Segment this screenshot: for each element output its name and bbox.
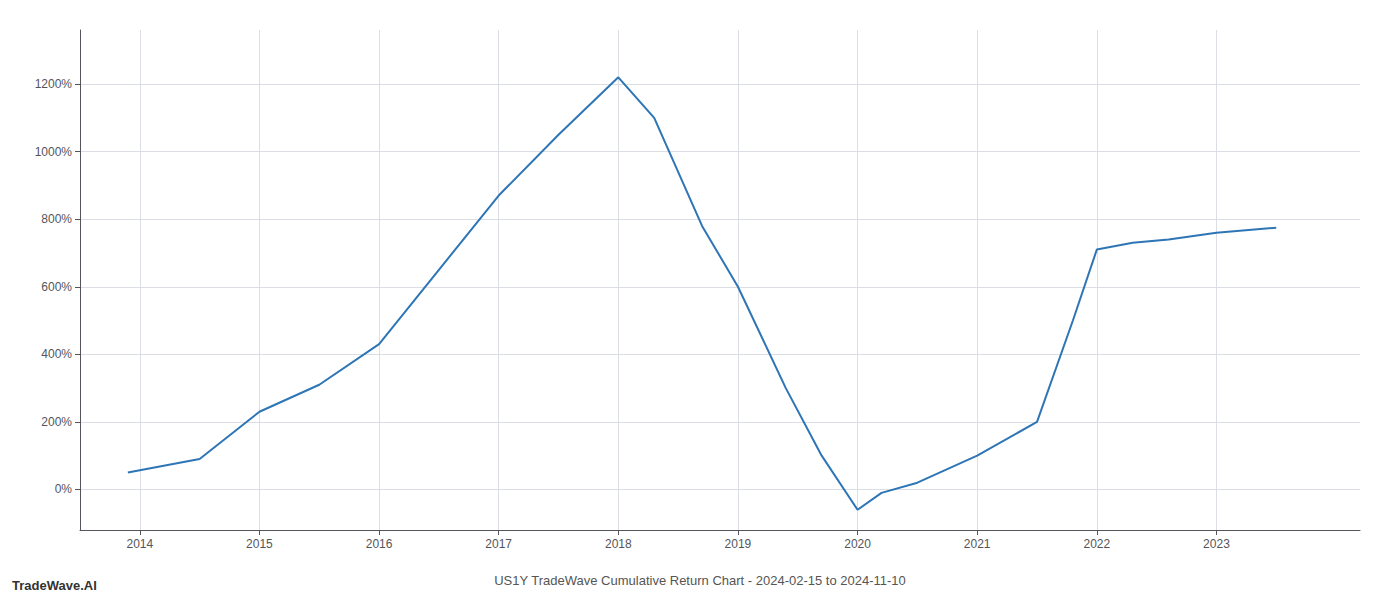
svg-text:TradeWave.AI: TradeWave.AI: [12, 578, 97, 593]
svg-text:1000%: 1000%: [35, 145, 73, 159]
svg-text:2018: 2018: [605, 537, 632, 551]
svg-text:2019: 2019: [725, 537, 752, 551]
svg-text:2022: 2022: [1083, 537, 1110, 551]
svg-text:400%: 400%: [41, 347, 72, 361]
svg-text:1200%: 1200%: [35, 77, 73, 91]
svg-text:200%: 200%: [41, 415, 72, 429]
svg-text:2015: 2015: [246, 537, 273, 551]
svg-text:0%: 0%: [55, 482, 73, 496]
svg-text:2023: 2023: [1203, 537, 1230, 551]
svg-text:US1Y TradeWave Cumulative Retu: US1Y TradeWave Cumulative Return Chart -…: [494, 573, 906, 588]
svg-text:2020: 2020: [844, 537, 871, 551]
svg-text:800%: 800%: [41, 212, 72, 226]
svg-text:600%: 600%: [41, 280, 72, 294]
svg-text:2014: 2014: [126, 537, 153, 551]
svg-text:2016: 2016: [366, 537, 393, 551]
svg-text:2017: 2017: [485, 537, 512, 551]
svg-text:2021: 2021: [964, 537, 991, 551]
